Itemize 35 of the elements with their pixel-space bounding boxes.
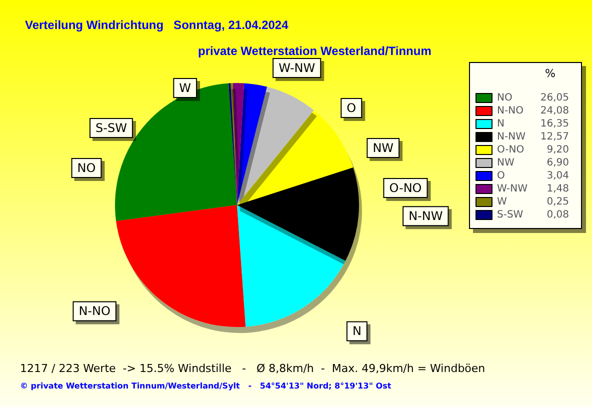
category-label: N [352, 324, 362, 338]
category-label: N-NW [408, 209, 443, 224]
slice-label: N-NO [78, 304, 110, 318]
category-label: W-NW [278, 61, 316, 76]
data-label: 1,48 [546, 184, 569, 194]
data-label: 24,08 [540, 106, 569, 116]
data-label: 12,57 [540, 132, 569, 142]
text: 1217 / 223 Werte -> 15.5% Windstille - Ø 8,8km/h - Max. 49,9km/h = Windböen [20, 362, 486, 375]
legend-label: N [497, 118, 504, 130]
legend-label: NW [497, 158, 514, 168]
data-label: 16,35 [540, 118, 569, 130]
chart-subtitle: private Wetterstation Westerland/Tinnum [198, 44, 432, 58]
category-label: O-NO [389, 181, 422, 196]
data-label: 0,25 [546, 196, 569, 208]
legend-label: O-NO [497, 144, 524, 156]
category-label: NW [372, 141, 394, 156]
legend-label: NO [497, 92, 512, 104]
legend-label: O [497, 170, 505, 182]
legend-label: N-NO [497, 106, 524, 116]
data-label: 9,20 [546, 144, 569, 156]
legend-title: % [545, 67, 556, 80]
data-label: 6,90 [546, 158, 569, 168]
legend-label: N-NW [497, 132, 526, 142]
legend-label: S-SW [497, 210, 524, 220]
category-label: S-SW [96, 121, 127, 136]
legend-label: W [497, 196, 507, 208]
chart-title: Verteilung Windrichtung Sonntag, 21.04.2024 [25, 18, 289, 32]
slice-label: NO [77, 161, 96, 176]
data-label: 3,04 [546, 170, 569, 182]
data-label: 26,05 [540, 92, 569, 104]
category-label: W [179, 81, 192, 96]
text: © private Wetterstation Tinnum/Westerland/Sylt - 54°54'13" Nord; 8°19'13" Ost [20, 382, 392, 390]
legend-label: W-NW [497, 184, 528, 194]
data-label: 0,08 [546, 210, 569, 220]
category-label: O [346, 101, 356, 116]
